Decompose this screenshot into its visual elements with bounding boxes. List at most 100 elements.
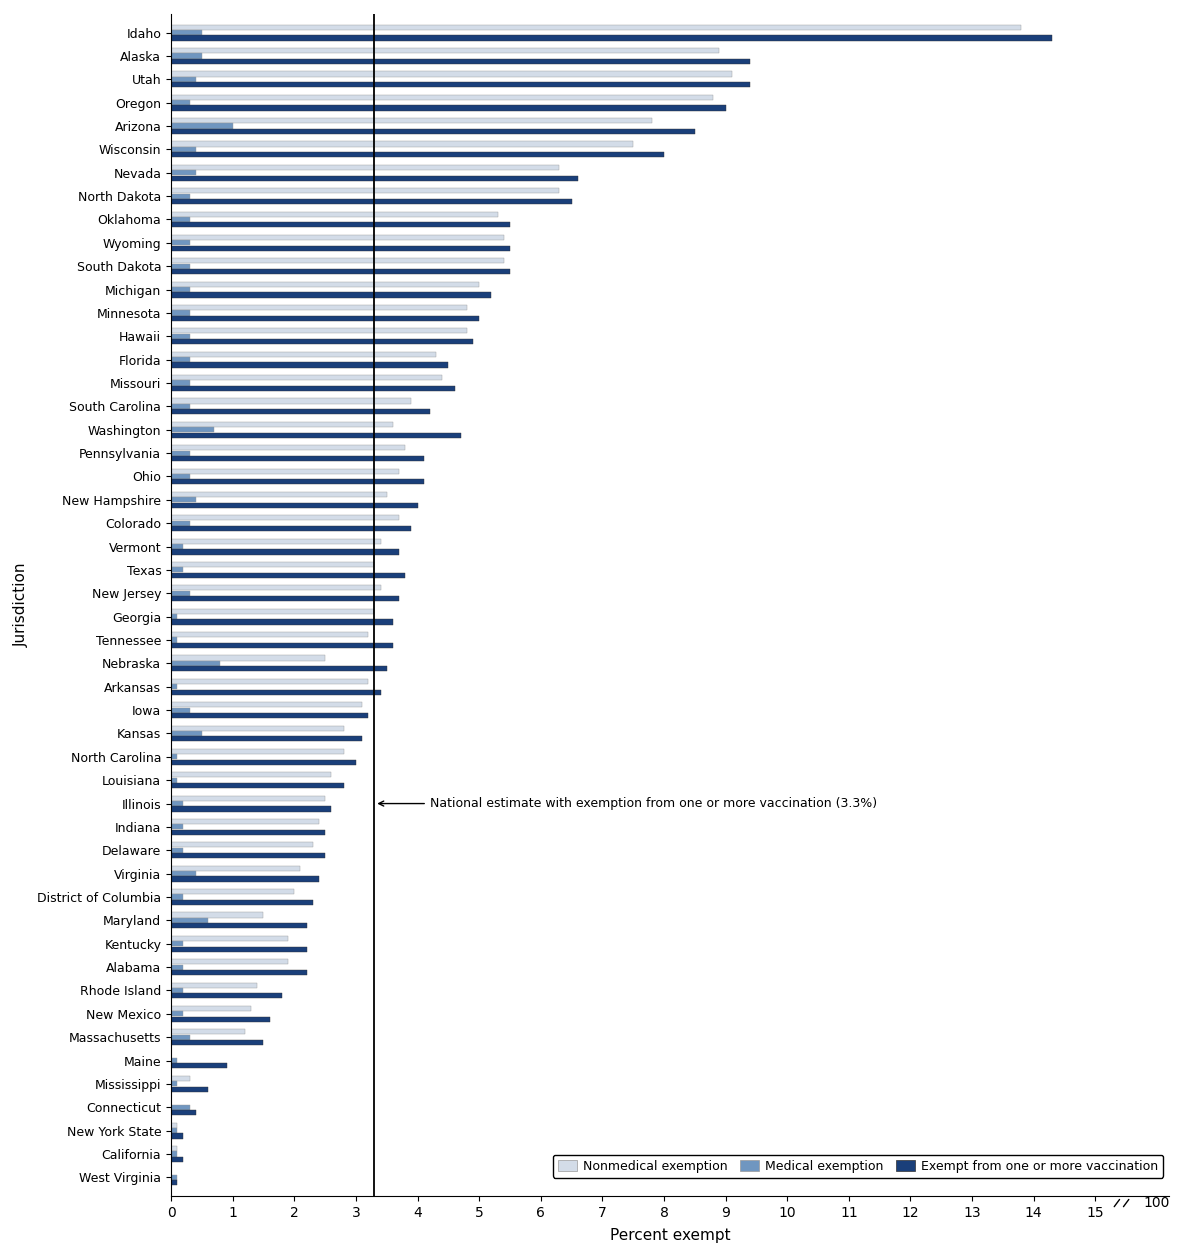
- Bar: [171, 375, 442, 380]
- Bar: [171, 1063, 226, 1068]
- Bar: [171, 432, 461, 437]
- Bar: [171, 456, 424, 461]
- Bar: [171, 53, 201, 59]
- Bar: [171, 778, 178, 783]
- Bar: [171, 983, 257, 988]
- Bar: [171, 684, 178, 689]
- Bar: [171, 637, 178, 642]
- Bar: [171, 1058, 178, 1063]
- Bar: [171, 427, 214, 432]
- Text: 100: 100: [1144, 1197, 1170, 1210]
- Bar: [171, 1029, 245, 1035]
- Bar: [171, 708, 190, 713]
- Bar: [171, 703, 363, 708]
- Bar: [171, 783, 344, 788]
- Bar: [171, 806, 332, 812]
- Bar: [171, 801, 184, 806]
- Bar: [171, 106, 725, 111]
- Bar: [171, 35, 1052, 40]
- Bar: [171, 269, 510, 274]
- Bar: [171, 725, 344, 730]
- Bar: [171, 1006, 251, 1011]
- Bar: [171, 847, 184, 852]
- Bar: [171, 1180, 178, 1185]
- Bar: [171, 235, 504, 240]
- Bar: [171, 170, 196, 175]
- Bar: [171, 469, 399, 474]
- Bar: [171, 923, 307, 929]
- Bar: [171, 1105, 190, 1110]
- Y-axis label: Jurisdiction: Jurisdiction: [14, 563, 28, 647]
- Bar: [171, 147, 196, 152]
- Bar: [171, 970, 307, 975]
- Bar: [171, 876, 319, 881]
- Bar: [171, 947, 307, 952]
- Bar: [171, 520, 190, 525]
- Bar: [171, 655, 325, 661]
- Bar: [171, 586, 380, 591]
- Bar: [171, 128, 694, 134]
- Bar: [171, 1110, 196, 1115]
- Bar: [171, 632, 369, 637]
- Bar: [171, 352, 436, 357]
- Bar: [171, 737, 363, 742]
- Bar: [171, 282, 479, 287]
- Bar: [171, 567, 184, 572]
- Bar: [171, 503, 417, 508]
- Bar: [171, 1087, 209, 1092]
- Bar: [171, 666, 386, 671]
- Bar: [171, 549, 399, 554]
- X-axis label: Percent exempt: Percent exempt: [610, 1228, 730, 1243]
- Bar: [171, 544, 184, 549]
- Bar: [171, 538, 380, 544]
- Bar: [171, 72, 732, 77]
- Bar: [171, 871, 196, 876]
- Bar: [171, 479, 424, 484]
- Bar: [171, 820, 319, 825]
- Bar: [171, 339, 473, 344]
- Bar: [171, 474, 190, 479]
- Bar: [171, 498, 196, 503]
- Bar: [171, 596, 399, 601]
- Bar: [171, 82, 750, 87]
- Bar: [171, 1011, 184, 1017]
- Bar: [171, 165, 559, 170]
- Bar: [171, 386, 455, 391]
- Bar: [171, 59, 750, 64]
- Bar: [171, 964, 184, 969]
- Bar: [171, 661, 220, 666]
- Bar: [171, 101, 190, 106]
- Bar: [171, 142, 633, 147]
- Bar: [171, 316, 479, 321]
- Bar: [171, 918, 209, 923]
- Bar: [171, 900, 313, 905]
- Bar: [171, 258, 504, 264]
- Bar: [171, 1035, 190, 1040]
- Bar: [171, 410, 430, 415]
- Bar: [171, 445, 405, 450]
- Bar: [171, 240, 190, 245]
- Bar: [171, 830, 325, 835]
- Bar: [171, 362, 448, 367]
- Bar: [171, 1134, 184, 1139]
- Bar: [171, 403, 190, 409]
- Bar: [171, 199, 571, 204]
- Bar: [171, 1017, 270, 1022]
- Bar: [171, 754, 178, 759]
- Bar: [171, 328, 467, 333]
- Bar: [171, 1175, 178, 1180]
- Bar: [171, 422, 393, 427]
- Bar: [171, 690, 380, 695]
- Bar: [171, 772, 332, 777]
- Bar: [171, 1156, 184, 1161]
- Bar: [171, 305, 467, 310]
- Legend: Nonmedical exemption, Medical exemption, Exempt from one or more vaccination: Nonmedical exemption, Medical exemption,…: [553, 1155, 1162, 1178]
- Bar: [171, 194, 190, 199]
- Bar: [171, 913, 263, 918]
- Bar: [171, 77, 196, 82]
- Bar: [171, 730, 201, 737]
- Bar: [171, 1040, 263, 1045]
- Bar: [171, 152, 664, 157]
- Bar: [171, 1128, 178, 1134]
- Bar: [171, 357, 190, 362]
